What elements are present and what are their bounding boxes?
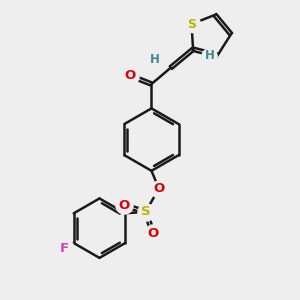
- Text: H: H: [149, 53, 159, 66]
- Text: F: F: [60, 242, 69, 255]
- Text: O: O: [124, 69, 136, 82]
- Text: O: O: [118, 199, 130, 212]
- Text: S: S: [141, 205, 150, 218]
- Text: S: S: [187, 18, 196, 31]
- Text: O: O: [153, 182, 164, 195]
- Text: O: O: [147, 227, 159, 240]
- Text: H: H: [205, 49, 214, 62]
